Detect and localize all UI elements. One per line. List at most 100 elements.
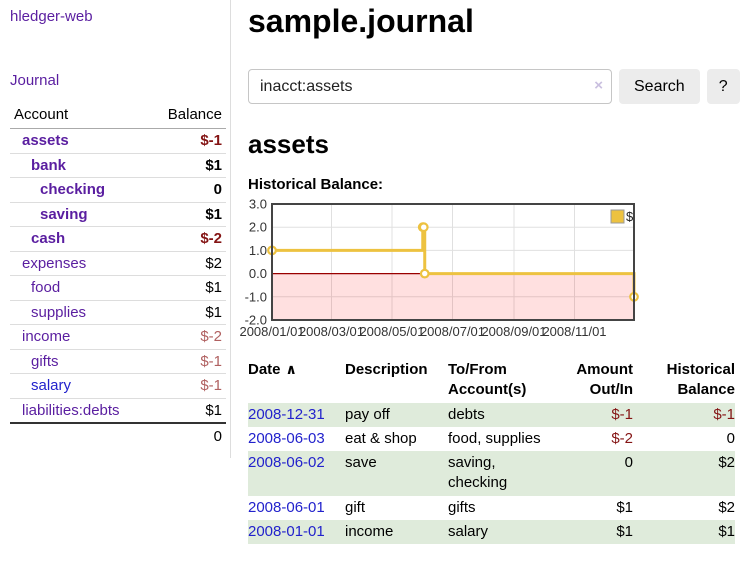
sidebar-account-link[interactable]: assets	[22, 132, 69, 149]
sidebar-account-link[interactable]: salary	[31, 377, 72, 394]
search-box: ×	[248, 69, 612, 104]
account-balance: $1	[149, 300, 226, 325]
legend-swatch	[610, 209, 625, 224]
accounts-total-value: 0	[149, 422, 226, 450]
transaction-date-link[interactable]: 2008-12-31	[248, 405, 325, 423]
x-axis-tick-label: 2008/09/01	[481, 324, 546, 339]
register-row: 2008-06-02 save saving, checking 0 $2	[248, 451, 735, 496]
register-table: Date ∧ Description To/From Account(s) Amo…	[248, 358, 735, 544]
accounts-header-row: Account Balance	[10, 105, 226, 129]
search-form: × Search ?	[248, 69, 742, 104]
sidebar-account-link[interactable]: checking	[40, 181, 106, 198]
register-accounts-cell: gifts	[448, 498, 476, 516]
register-amount-cell: $1	[616, 498, 633, 516]
chart-border	[271, 203, 635, 321]
sort-asc-icon: ∧	[285, 361, 297, 377]
sidebar-account-link[interactable]: food	[31, 279, 61, 296]
app-brand-link[interactable]: hledger-web	[10, 8, 93, 25]
accounts-table: Account Balance assets $-1 bank $1 checking 0…	[10, 105, 226, 450]
x-axis-tick-label: 2008/05/01	[359, 324, 424, 339]
account-row: supplies $1	[10, 300, 226, 325]
register-header-row: Date ∧ Description To/From Account(s) Amo…	[248, 358, 735, 403]
register-description-cell: eat & shop	[345, 429, 417, 447]
account-row: checking 0	[10, 177, 226, 203]
account-balance: $1	[149, 202, 226, 227]
register-balance-cell: $2	[718, 498, 735, 516]
account-row: expenses $2	[10, 251, 226, 276]
search-input[interactable]	[248, 69, 612, 104]
data-point-marker	[418, 222, 429, 233]
transaction-date-link[interactable]: 2008-01-01	[248, 522, 325, 540]
y-axis-tick-label: 3.0	[249, 197, 267, 212]
register-balance-cell: 0	[726, 429, 735, 447]
account-row: bank $1	[10, 153, 226, 178]
x-axis-tick-label: 2008/03/01	[299, 324, 364, 339]
account-row: liabilities:debts $1	[10, 398, 226, 423]
x-axis-tick-label: 2008/11/01	[542, 324, 606, 339]
account-balance: $-1	[149, 373, 226, 399]
register-description-cell: income	[345, 522, 394, 540]
account-balance: $2	[149, 251, 226, 276]
register-date-cell: 2008-06-03	[248, 427, 345, 451]
register-row: 2008-06-03 eat & shop food, supplies $-2 0	[248, 427, 735, 451]
account-row: food $1	[10, 275, 226, 301]
accounts-col-account: Account	[10, 105, 150, 129]
register-date-cell: 2008-06-01	[248, 496, 345, 520]
sidebar-account-link[interactable]: liabilities:debts	[22, 401, 120, 419]
register-date-cell: 2008-12-31	[248, 403, 345, 427]
historical-balance-chart: $3.0 2.0 1.0 0.0 -1.0 -2.02008/01/012008/03/0…	[239, 197, 639, 339]
sidebar-nav: Journal	[0, 72, 230, 90]
register-col-description: Description	[345, 361, 428, 378]
register-balance-cell: $1	[718, 522, 735, 540]
account-balance: $-2	[149, 324, 226, 350]
register-col-balance: Historical Balance	[666, 361, 735, 399]
sidebar-account-link[interactable]: expenses	[22, 254, 87, 272]
register-amount-cell: 0	[624, 454, 633, 471]
sidebar-account-link[interactable]: gifts	[31, 352, 59, 370]
account-balance: $-1	[149, 128, 226, 154]
clear-search-icon[interactable]: ×	[594, 77, 603, 94]
accounts-total-row: 0	[10, 422, 226, 450]
account-balance: $1	[205, 401, 222, 419]
transaction-date-link[interactable]: 2008-06-01	[248, 498, 325, 516]
transaction-date-link[interactable]: 2008-06-03	[248, 429, 325, 447]
register-col-accounts: To/From Account(s)	[448, 361, 527, 399]
register-accounts-cell: saving, checking	[448, 454, 508, 492]
register-row: 2008-12-31 pay off debts $-1 $-1	[248, 402, 735, 427]
register-accounts-cell: salary	[448, 522, 489, 540]
sidebar-account-link[interactable]: income	[22, 328, 71, 345]
account-balance: $1	[149, 275, 226, 301]
account-balance: $-1	[149, 349, 226, 374]
register-accounts-cell: debts	[448, 405, 485, 423]
sidebar-account-link[interactable]: bank	[31, 156, 67, 174]
y-axis-tick-label: 0.0	[249, 266, 267, 281]
register-row: 2008-06-01 gift gifts $1 $2	[248, 496, 735, 520]
sidebar-item-journal[interactable]: Journal	[10, 72, 60, 89]
accounts-col-balance: Balance	[149, 105, 226, 129]
transaction-date-link[interactable]: 2008-06-02	[248, 454, 325, 471]
main-content: sample.journal × Search ? assets Histori…	[239, 0, 742, 544]
account-row: cash $-2	[10, 226, 226, 252]
negative-region	[272, 273, 634, 320]
help-button[interactable]: ?	[706, 69, 740, 104]
account-balance: 0	[149, 177, 226, 203]
register-accounts-cell: food, supplies	[448, 429, 541, 447]
account-row: salary $-1	[10, 373, 226, 399]
sidebar-account-link[interactable]: saving	[40, 205, 88, 223]
account-row: gifts $-1	[10, 349, 226, 374]
register-amount-cell: $-1	[611, 405, 633, 423]
register-amount-cell: $1	[616, 522, 633, 540]
register-col-amount: Amount Out/In	[576, 361, 633, 399]
register-row: 2008-01-01 income salary $1 $1	[248, 519, 735, 544]
app-brand: hledger-web	[0, 8, 230, 26]
data-point-marker	[419, 268, 430, 279]
sidebar-account-link[interactable]: supplies	[31, 303, 87, 321]
account-row: assets $-1	[10, 128, 226, 154]
search-button[interactable]: Search	[619, 69, 700, 104]
account-balance: $-2	[149, 226, 226, 252]
account-balance: $1	[149, 153, 226, 178]
register-col-date[interactable]: Date ∧	[248, 361, 297, 378]
x-axis-tick-label: 2008/07/01	[420, 324, 485, 339]
register-description-cell: pay off	[345, 405, 390, 423]
sidebar-account-link[interactable]: cash	[31, 230, 66, 247]
